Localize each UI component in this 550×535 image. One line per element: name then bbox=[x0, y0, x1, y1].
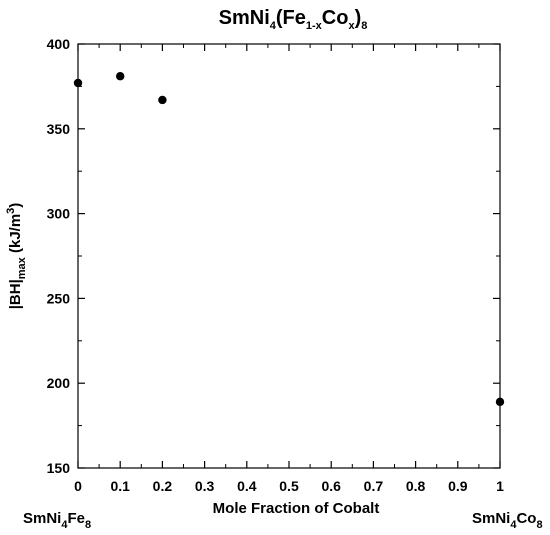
chart-title-part: 8 bbox=[361, 20, 367, 32]
x-axis-start-composition-label: SmNi4Fe8 bbox=[23, 510, 91, 531]
plot-area-frame bbox=[77, 43, 501, 469]
chart-title-part: Co bbox=[322, 7, 349, 29]
y-axis-label-part: 3 bbox=[5, 208, 17, 214]
y-axis: 150 200 250 300 350 400 bbox=[47, 36, 500, 476]
x-tick-label: 0 bbox=[74, 478, 82, 494]
y-tick-label: 250 bbox=[47, 290, 71, 306]
y-tick-label: 350 bbox=[47, 121, 71, 137]
x-tick-label: 0.8 bbox=[406, 478, 426, 494]
y-axis-label: |BH|max (kJ/m3) bbox=[5, 203, 28, 310]
x-tick-label: 0.6 bbox=[321, 478, 341, 494]
y-axis-label-part: max bbox=[16, 256, 28, 279]
x-tick-label: 0.4 bbox=[237, 478, 257, 494]
data-point bbox=[116, 72, 125, 81]
x-axis-end-composition-label: SmNi4Co8 bbox=[472, 510, 543, 531]
y-tick-label: 150 bbox=[47, 460, 71, 476]
y-tick-label: 300 bbox=[47, 206, 71, 222]
chart-title-part: 4 bbox=[270, 20, 277, 32]
chart-title-part: x bbox=[348, 20, 355, 32]
start-label-part: 8 bbox=[85, 519, 91, 531]
end-label-part: 8 bbox=[536, 519, 542, 531]
x-tick-label: 0.3 bbox=[195, 478, 215, 494]
end-label-part: 4 bbox=[510, 519, 517, 531]
data-point bbox=[158, 95, 167, 105]
start-label-part: Fe bbox=[67, 510, 85, 527]
y-axis-label-part: ) bbox=[7, 203, 24, 208]
start-label-part: SmNi bbox=[23, 510, 61, 527]
x-tick-label: 0.5 bbox=[279, 478, 299, 494]
x-tick-label: 0.2 bbox=[153, 478, 173, 494]
chart-title-part: 1-x bbox=[306, 20, 323, 32]
chart-title-part: (Fe bbox=[276, 7, 306, 29]
x-tick-label: 1 bbox=[496, 478, 504, 494]
x-tick-label: 0.1 bbox=[110, 478, 130, 494]
x-axis-label: Mole Fraction of Cobalt bbox=[213, 500, 380, 517]
y-axis-label-part: (kJ/m bbox=[7, 214, 24, 257]
y-tick-label: 400 bbox=[47, 36, 71, 52]
end-label-part: Co bbox=[516, 510, 536, 527]
y-tick-label: 200 bbox=[47, 375, 71, 391]
x-tick-label: 0.7 bbox=[364, 478, 384, 494]
chart-title: SmNi4(Fe1-xCox)8 bbox=[219, 7, 368, 32]
end-label-part: SmNi bbox=[472, 510, 510, 527]
chart-title-part: SmNi bbox=[219, 7, 270, 29]
chart-title-part: ) bbox=[355, 7, 362, 29]
data-points bbox=[73, 72, 505, 407]
y-axis-label-part: |BH| bbox=[7, 279, 24, 309]
x-axis: 0 0.1 0.2 0.3 0.4 0.5 0.6 0.7 0.8 0.9 1 bbox=[74, 44, 504, 494]
start-label-part: 4 bbox=[61, 519, 68, 531]
data-point bbox=[495, 397, 505, 407]
x-tick-label: 0.9 bbox=[448, 478, 468, 494]
data-point bbox=[73, 78, 83, 88]
